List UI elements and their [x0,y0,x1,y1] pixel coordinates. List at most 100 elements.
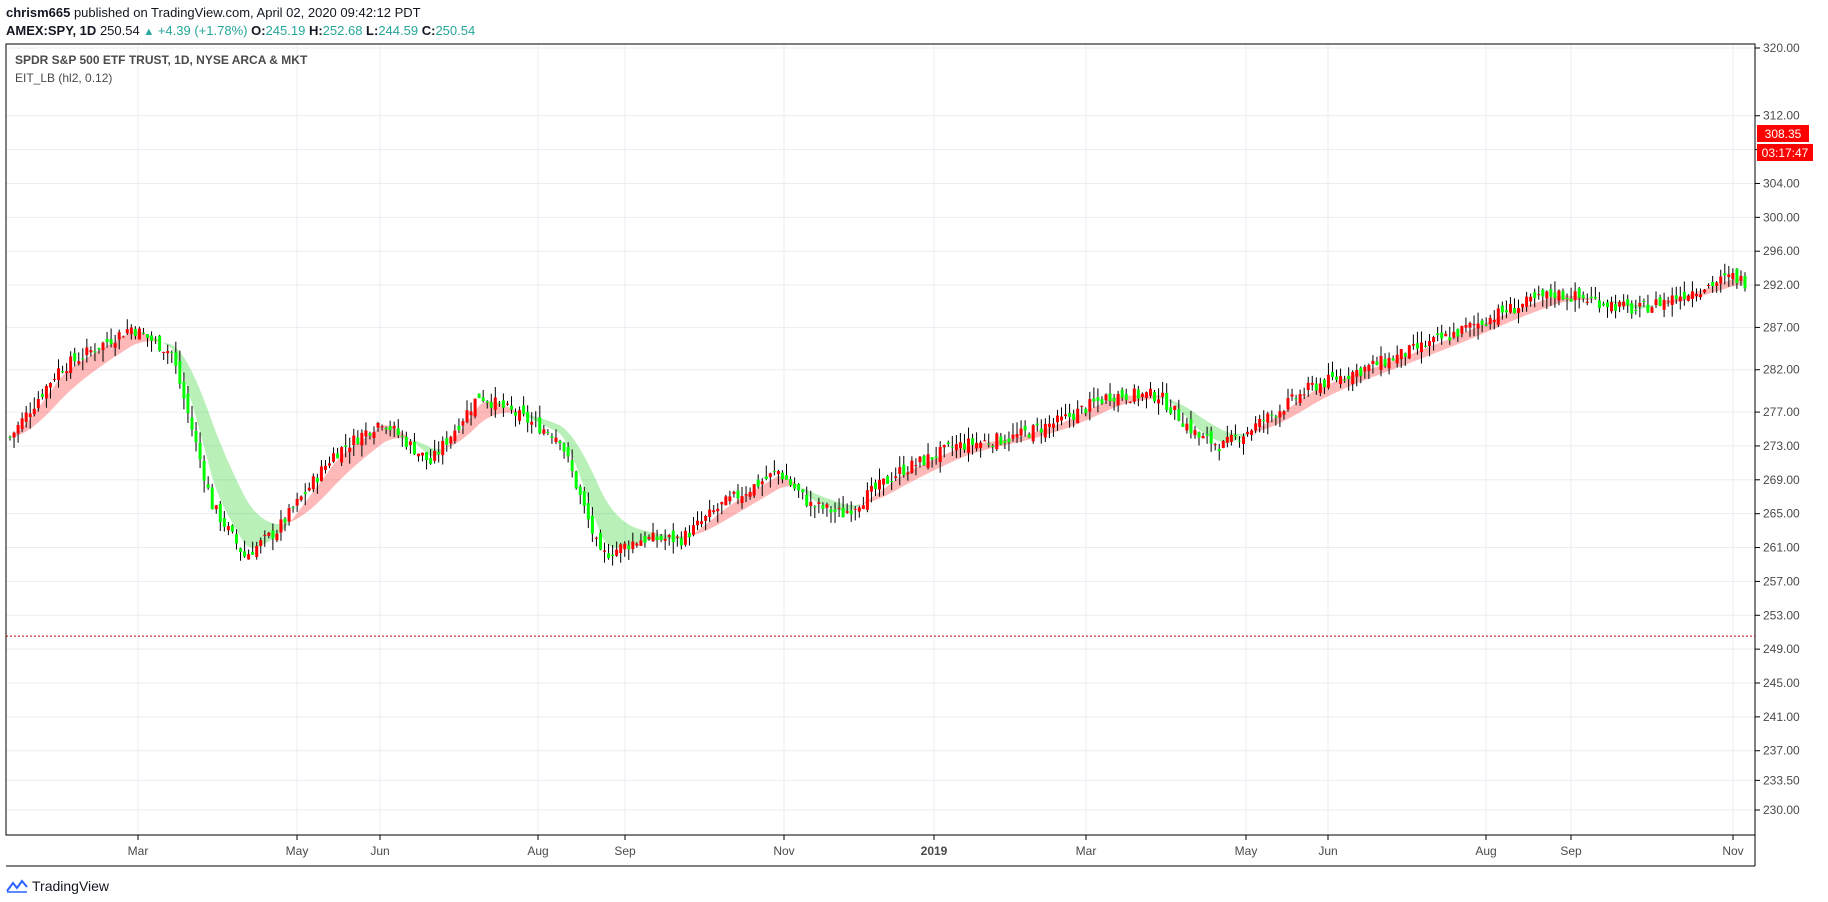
y-tick-label: 296.00 [1763,244,1800,258]
candle-body [1088,399,1092,412]
chart-legend-title: SPDR S&P 500 ETF TRUST, 1D, NYSE ARCA & … [15,53,308,67]
ribbon-segment [1364,369,1369,381]
close-value: 250.54 [435,23,476,38]
candle-body [315,477,319,483]
tradingview-logo[interactable]: TradingView [6,878,109,894]
candle-body [1395,354,1399,364]
candle-body [150,335,154,341]
candle-body [801,489,805,493]
y-tick-label: 249.00 [1763,642,1800,656]
candle-body [603,550,607,552]
ribbon-segment [1417,349,1422,361]
candle-body [683,530,687,545]
candle-body [607,553,611,559]
candle-body [542,429,546,434]
ribbon-segment [232,471,237,531]
publisher-name[interactable]: chrism665 [6,5,71,20]
ribbon-segment [1308,391,1313,408]
candle-body [736,490,740,499]
ribbon-segment [107,343,112,363]
candle-body [16,424,20,434]
ribbon-segment [1081,411,1086,423]
ribbon-segment [612,509,617,548]
ribbon-segment [297,507,302,519]
candle-body [481,397,485,401]
candle-body [1201,435,1205,439]
candle-body [1686,295,1690,301]
ribbon-segment [1017,436,1022,443]
candle-body [611,554,615,557]
candle-body [1084,408,1088,414]
ribbon-segment [123,334,128,352]
candle-body [1715,282,1719,286]
candle-body [732,491,736,494]
candle-body [1387,357,1391,369]
candle-body [1452,331,1456,338]
candle-body [748,491,752,497]
candle-body [1068,412,1072,417]
candle-body [797,484,801,491]
candle-body [73,353,77,362]
candle-body [295,498,299,506]
indicator-legend: EIT_LB (hl2, 0.12) [15,71,112,85]
candle-body [433,450,437,461]
y-tick-label: 277.00 [1763,405,1800,419]
candle-body [93,351,97,353]
candle-body [1440,332,1444,339]
candle-body [853,508,857,510]
candle-body [910,460,914,473]
candle-body [1100,399,1104,404]
ribbon-segment [82,357,87,380]
candle-body [1104,394,1108,401]
ribbon-segment [847,504,852,512]
ribbon-segment [1611,301,1616,304]
candle-body [1116,393,1120,406]
candle-body [1165,392,1169,411]
ribbon-segment [555,423,561,434]
candle-body [214,505,218,510]
symbol-label[interactable]: AMEX:SPY, 1D [6,23,97,38]
ribbon-segment [1433,343,1438,354]
ribbon-segment [1538,300,1543,311]
candle-body [922,455,926,466]
ribbon-segment [1542,298,1547,309]
candle-body [979,442,983,448]
candle-body [558,440,562,444]
candle-body [445,437,449,445]
candle-body [1124,393,1128,400]
y-tick-label: 304.00 [1763,176,1800,190]
y-tick-label: 269.00 [1763,473,1800,487]
candle-body [89,350,93,353]
candle-body [372,432,376,439]
low-label: L: [366,23,379,38]
candle-body [1060,416,1064,421]
candle-body [663,538,667,541]
candle-body [1411,343,1415,346]
candle-body [995,433,999,450]
ribbon-segment [851,504,856,510]
candle-body [643,535,647,543]
y-tick-label: 282.00 [1763,363,1800,377]
ribbon-segment [1704,287,1709,296]
candle-body [1157,399,1161,404]
ribbon-segment [1461,331,1466,343]
candle-body [1148,388,1152,396]
y-tick-label: 312.00 [1763,109,1800,123]
ribbon-segment [944,452,949,466]
x-tick-label: 2019 [921,844,948,858]
candle-body [930,457,934,460]
x-tick-label: Jun [370,844,389,858]
candle-body [1488,317,1492,325]
candle-body [999,436,1003,445]
candle-body [1270,414,1274,416]
candle-body [1092,398,1096,402]
ribbon-segment [1607,300,1612,303]
candle-body [1541,289,1545,297]
ribbon-segment [1194,412,1200,430]
up-arrow-icon: ▲ [143,26,155,38]
candle-body [1096,397,1100,401]
candle-body [598,532,602,550]
ribbon-segment [1720,282,1725,291]
ribbon-segment [22,423,27,434]
